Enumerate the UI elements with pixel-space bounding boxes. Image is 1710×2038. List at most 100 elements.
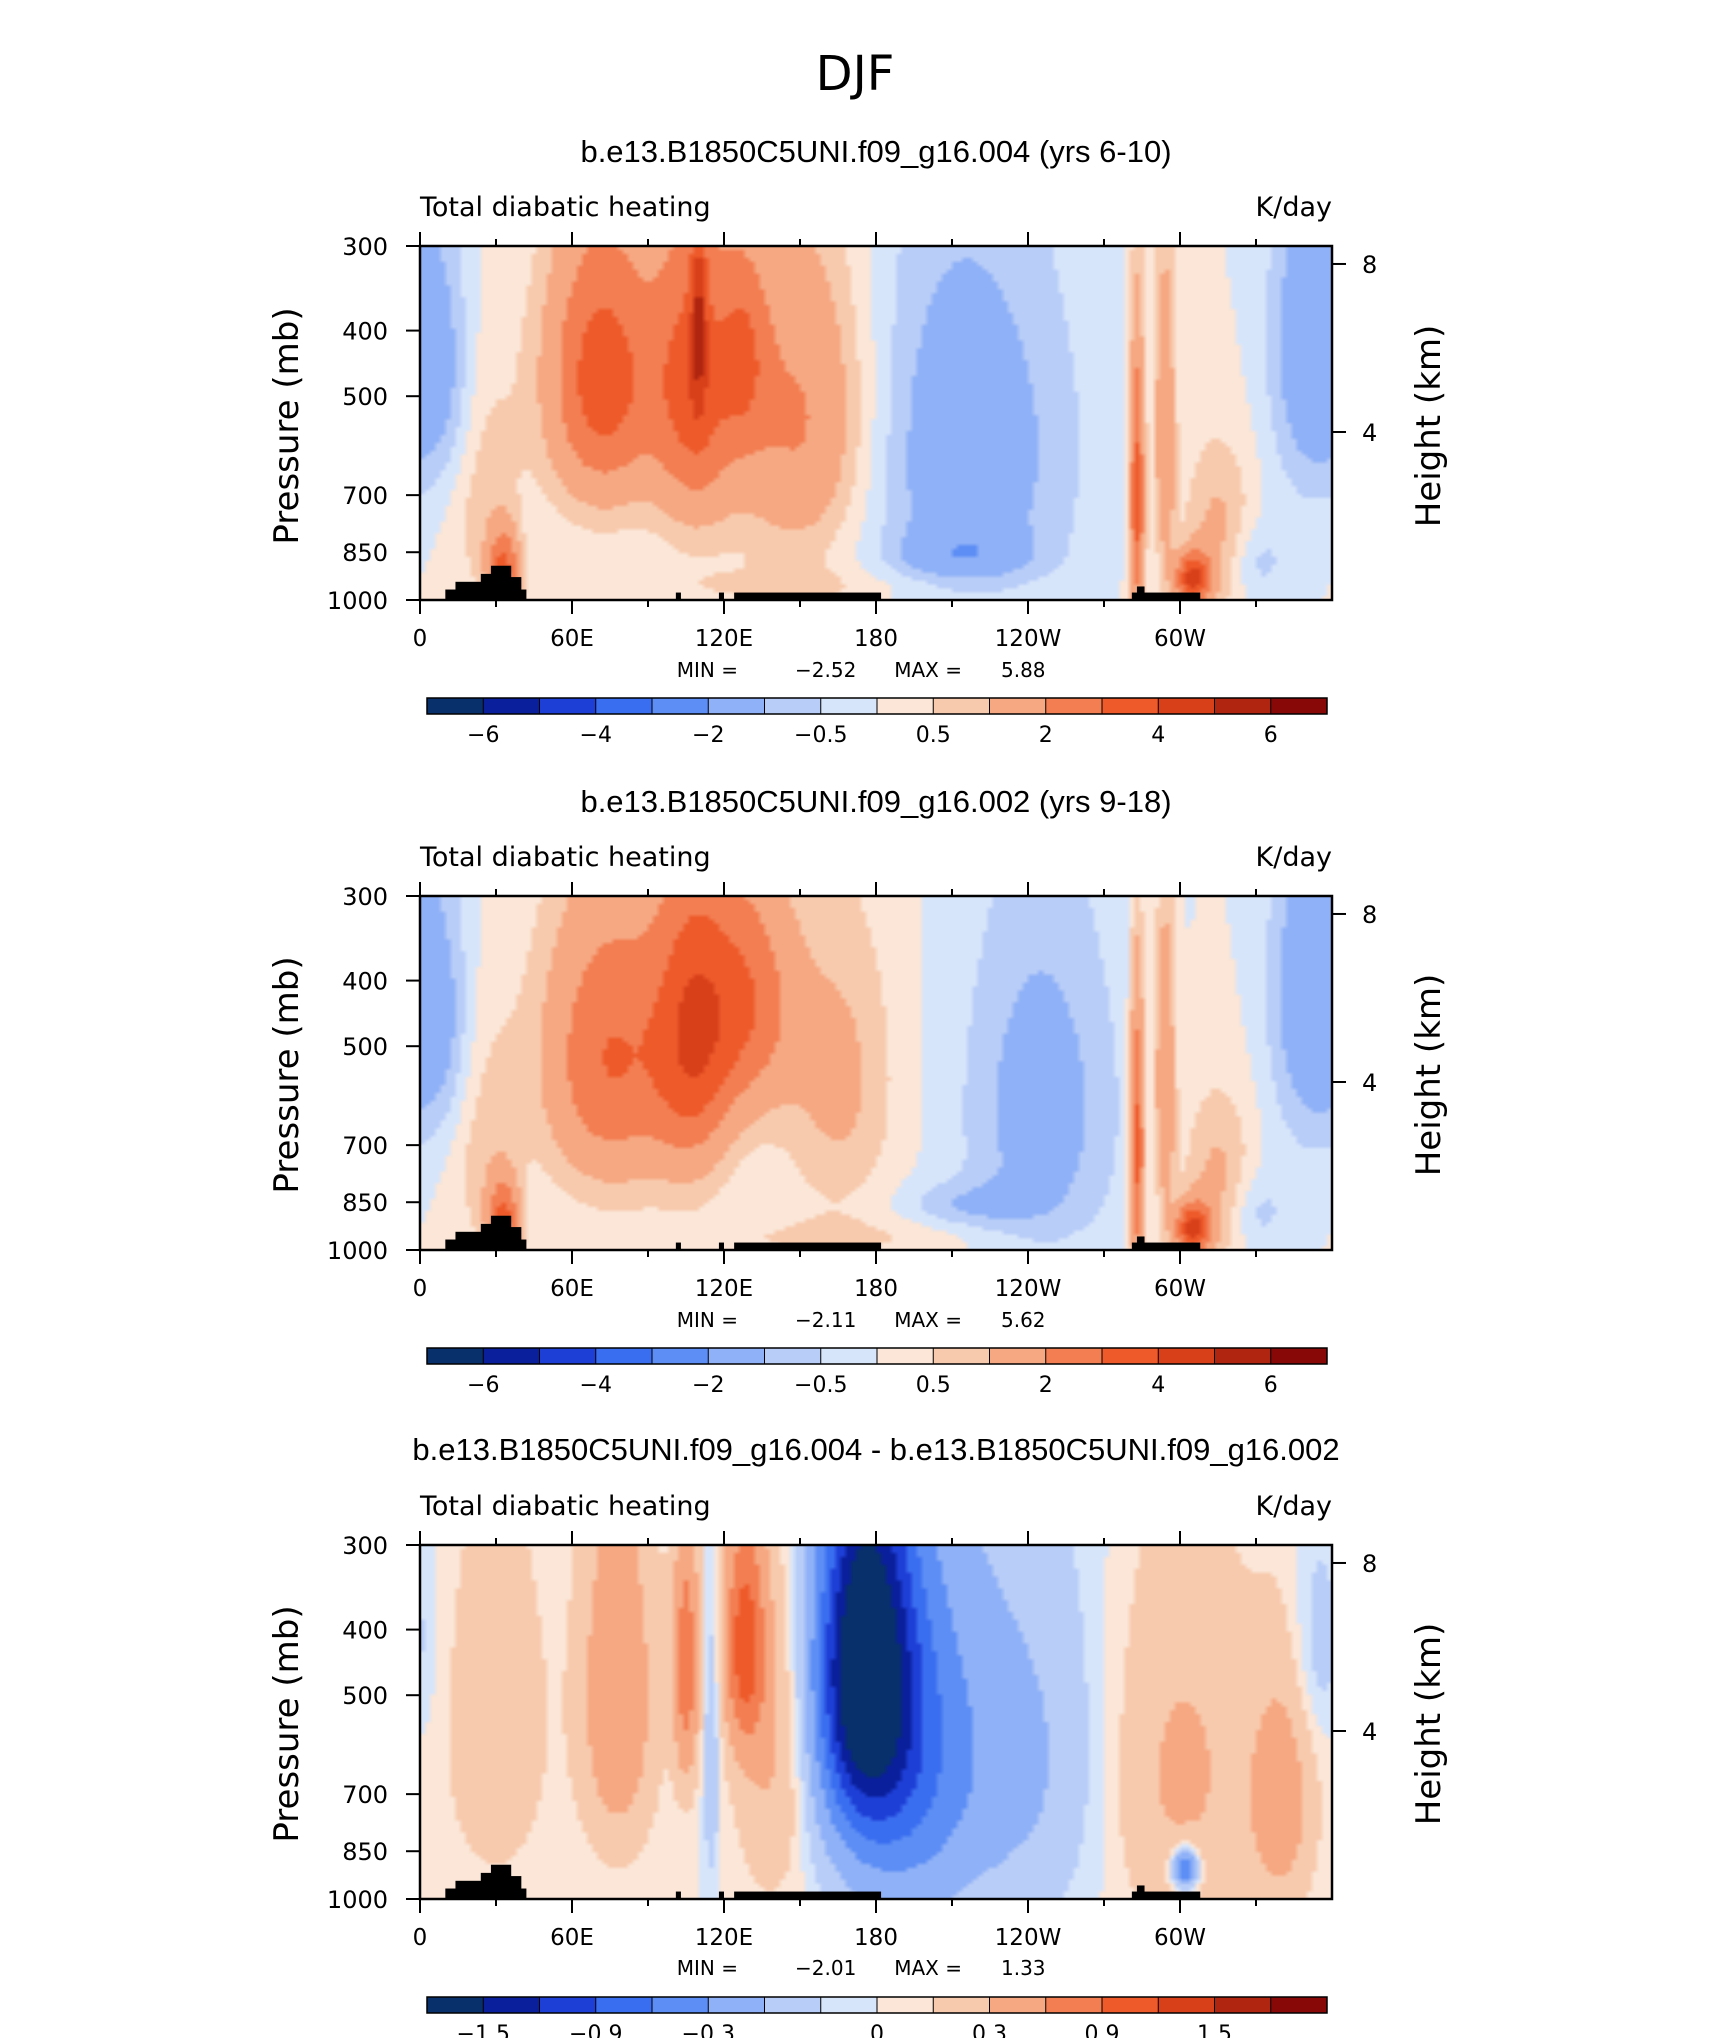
colorbar-swatch (1045, 1997, 1103, 2013)
max-value: 1.33 (1001, 1956, 1046, 1980)
colorbar-swatch (820, 1348, 878, 1364)
y-tick-label: 400 (342, 968, 388, 996)
topography-block (718, 592, 724, 600)
colorbar-swatch (1270, 1348, 1328, 1364)
colorbar-label: 0.9 (1085, 2022, 1120, 2038)
colorbar-label: −0.5 (794, 723, 847, 748)
y-tick-label: 500 (342, 1033, 388, 1061)
colorbar-swatch (877, 1348, 934, 1364)
colorbar-label: 0 (870, 2022, 884, 2038)
topography-block (675, 1242, 681, 1250)
colorbar-swatch (427, 1997, 484, 2013)
colorbar-swatch (1158, 698, 1215, 714)
colorbar-swatch (989, 1997, 1047, 2013)
colorbar-swatch (708, 1348, 765, 1364)
colorbar-swatch (708, 698, 765, 714)
colorbar-swatch (1214, 1997, 1272, 2013)
y-tick-label: 1000 (327, 587, 388, 615)
colorbar-label: −0.3 (682, 2022, 735, 2038)
figure-title: DJF (816, 46, 895, 102)
colorbar-swatch (483, 1997, 540, 2013)
colorbar-swatch (877, 698, 934, 714)
units-label: K/day (1256, 192, 1332, 223)
colorbar-swatch (1045, 1348, 1103, 1364)
topography-block (734, 1242, 882, 1250)
colorbar-swatch (1102, 1997, 1159, 2013)
y2-tick-label: 4 (1362, 419, 1377, 447)
y-tick-label: 300 (342, 1532, 388, 1560)
max-value: 5.88 (1001, 658, 1046, 682)
units-label: K/day (1256, 1491, 1332, 1522)
x-tick-label: 180 (854, 1925, 898, 1951)
panel-1: b.e13.B1850C5UNI.f09_g16.004 (yrs 6-10) … (267, 134, 1449, 748)
heatmap-field (420, 896, 1332, 1250)
y2-axis-label: Height (km) (1409, 1623, 1449, 1826)
topography-block (675, 1891, 681, 1899)
topography-block (511, 1239, 527, 1250)
min-label: MIN = (677, 1308, 738, 1332)
colorbar-swatch (595, 1348, 653, 1364)
y-tick-label: 850 (342, 539, 388, 567)
topography-block (511, 589, 527, 600)
colorbar-label: 0.5 (916, 1373, 951, 1398)
colorbar-swatch (764, 698, 822, 714)
colorbar-swatch (652, 1348, 709, 1364)
panel-title: b.e13.B1850C5UNI.f09_g16.002 (yrs 9-18) (580, 784, 1171, 819)
min-value: −2.01 (795, 1956, 856, 1980)
heatmap-field (420, 246, 1332, 600)
colorbar-label: 6 (1264, 1373, 1278, 1398)
topography-block (734, 592, 882, 600)
x-tick-label: 60E (550, 626, 594, 652)
colorbar-swatch (595, 1997, 653, 2013)
colorbar-swatch (708, 1997, 765, 2013)
colorbar-swatch (820, 698, 878, 714)
topography-block (734, 1891, 882, 1899)
min-value: −2.11 (795, 1308, 856, 1332)
colorbar-swatch (1045, 698, 1103, 714)
colorbar-label: 6 (1264, 723, 1278, 748)
colorbar-swatch (483, 1348, 540, 1364)
colorbar-label: 4 (1151, 723, 1165, 748)
topography-block (455, 581, 486, 600)
topography-block (455, 1880, 486, 1899)
y-tick-label: 300 (342, 233, 388, 261)
colorbar-swatch (427, 698, 484, 714)
colorbar-label: 2 (1039, 1373, 1053, 1398)
colorbar-label: −4 (580, 723, 612, 748)
field-label: Total diabatic heating (419, 192, 711, 223)
x-tick-label: 0 (413, 1925, 428, 1951)
x-tick-label: 120W (995, 626, 1062, 652)
field-label: Total diabatic heating (419, 1491, 711, 1522)
colorbar-label: 1.5 (1197, 2022, 1232, 2038)
colorbar-label: −6 (467, 1373, 499, 1398)
panel-3: b.e13.B1850C5UNI.f09_g16.004 - b.e13.B18… (267, 1432, 1449, 2038)
colorbar-swatch (1102, 1348, 1159, 1364)
colorbar-swatch (1158, 1348, 1215, 1364)
y-tick-label: 1000 (327, 1886, 388, 1914)
min-value: −2.52 (795, 658, 856, 682)
max-value: 5.62 (1001, 1308, 1046, 1332)
panel-title: b.e13.B1850C5UNI.f09_g16.004 (yrs 6-10) (580, 134, 1171, 169)
colorbar-swatch (877, 1997, 934, 2013)
field-label: Total diabatic heating (419, 842, 711, 873)
topography-block (1131, 592, 1201, 600)
y-axis-label: Pressure (mb) (267, 1605, 307, 1842)
colorbar-swatch (652, 1997, 709, 2013)
y2-axis-label: Height (km) (1409, 974, 1449, 1177)
x-tick-label: 180 (854, 1276, 898, 1302)
x-tick-label: 180 (854, 626, 898, 652)
max-label: MAX = (894, 1308, 962, 1332)
colorbar-swatch (483, 698, 540, 714)
y-tick-label: 850 (342, 1189, 388, 1217)
heatmap-field (420, 1545, 1332, 1899)
colorbar-label: −2 (692, 723, 724, 748)
y2-axis-label: Height (km) (1409, 325, 1449, 528)
min-label: MIN = (677, 658, 738, 682)
colorbar-swatch (595, 698, 653, 714)
y-axis-label: Pressure (mb) (267, 307, 307, 544)
x-tick-label: 120E (695, 1276, 753, 1302)
colorbar-swatch (652, 698, 709, 714)
topography-block (675, 592, 681, 600)
colorbar-label: −0.5 (794, 1373, 847, 1398)
